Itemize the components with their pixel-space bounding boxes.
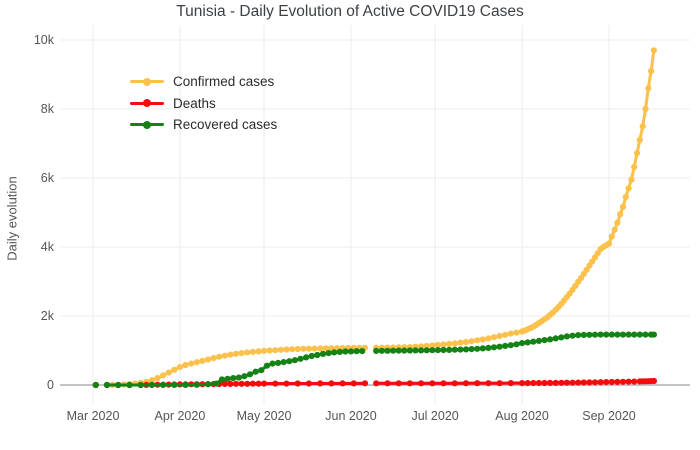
legend-item-confirmed-cases[interactable]: Confirmed cases [130,71,277,93]
x-tick-label: Mar 2020 [66,409,120,423]
recovered-line-icon [130,120,164,129]
deaths-line-icon [130,99,164,108]
x-tick-label: Aug 2020 [495,409,549,423]
chart-title: Tunisia - Daily Evolution of Active COVI… [176,3,524,20]
legend-item-recovered-cases[interactable]: Recovered cases [130,114,277,136]
y-tick-label: 2k [40,308,54,323]
x-tick-label: Jun 2020 [325,409,377,423]
x-tick-label: Sep 2020 [582,409,636,423]
y-tick-label: 10k [33,32,54,47]
legend-label: Deaths [173,95,216,111]
legend-item-deaths[interactable]: Deaths [130,93,277,115]
y-tick-label: 8k [40,101,54,116]
legend-label: Recovered cases [173,117,278,133]
legend: Confirmed cases Deaths Recovered cases [130,71,277,136]
x-tick-label: Apr 2020 [154,409,206,423]
y-tick-label: 6k [40,170,54,185]
confirmed-line-icon [130,77,164,86]
x-tick-label: Jul 2020 [411,409,459,423]
y-tick-label: 0 [47,377,54,392]
x-tick-label: May 2020 [236,409,292,423]
legend-label: Confirmed cases [173,74,275,90]
y-tick-label: 4k [40,239,54,254]
